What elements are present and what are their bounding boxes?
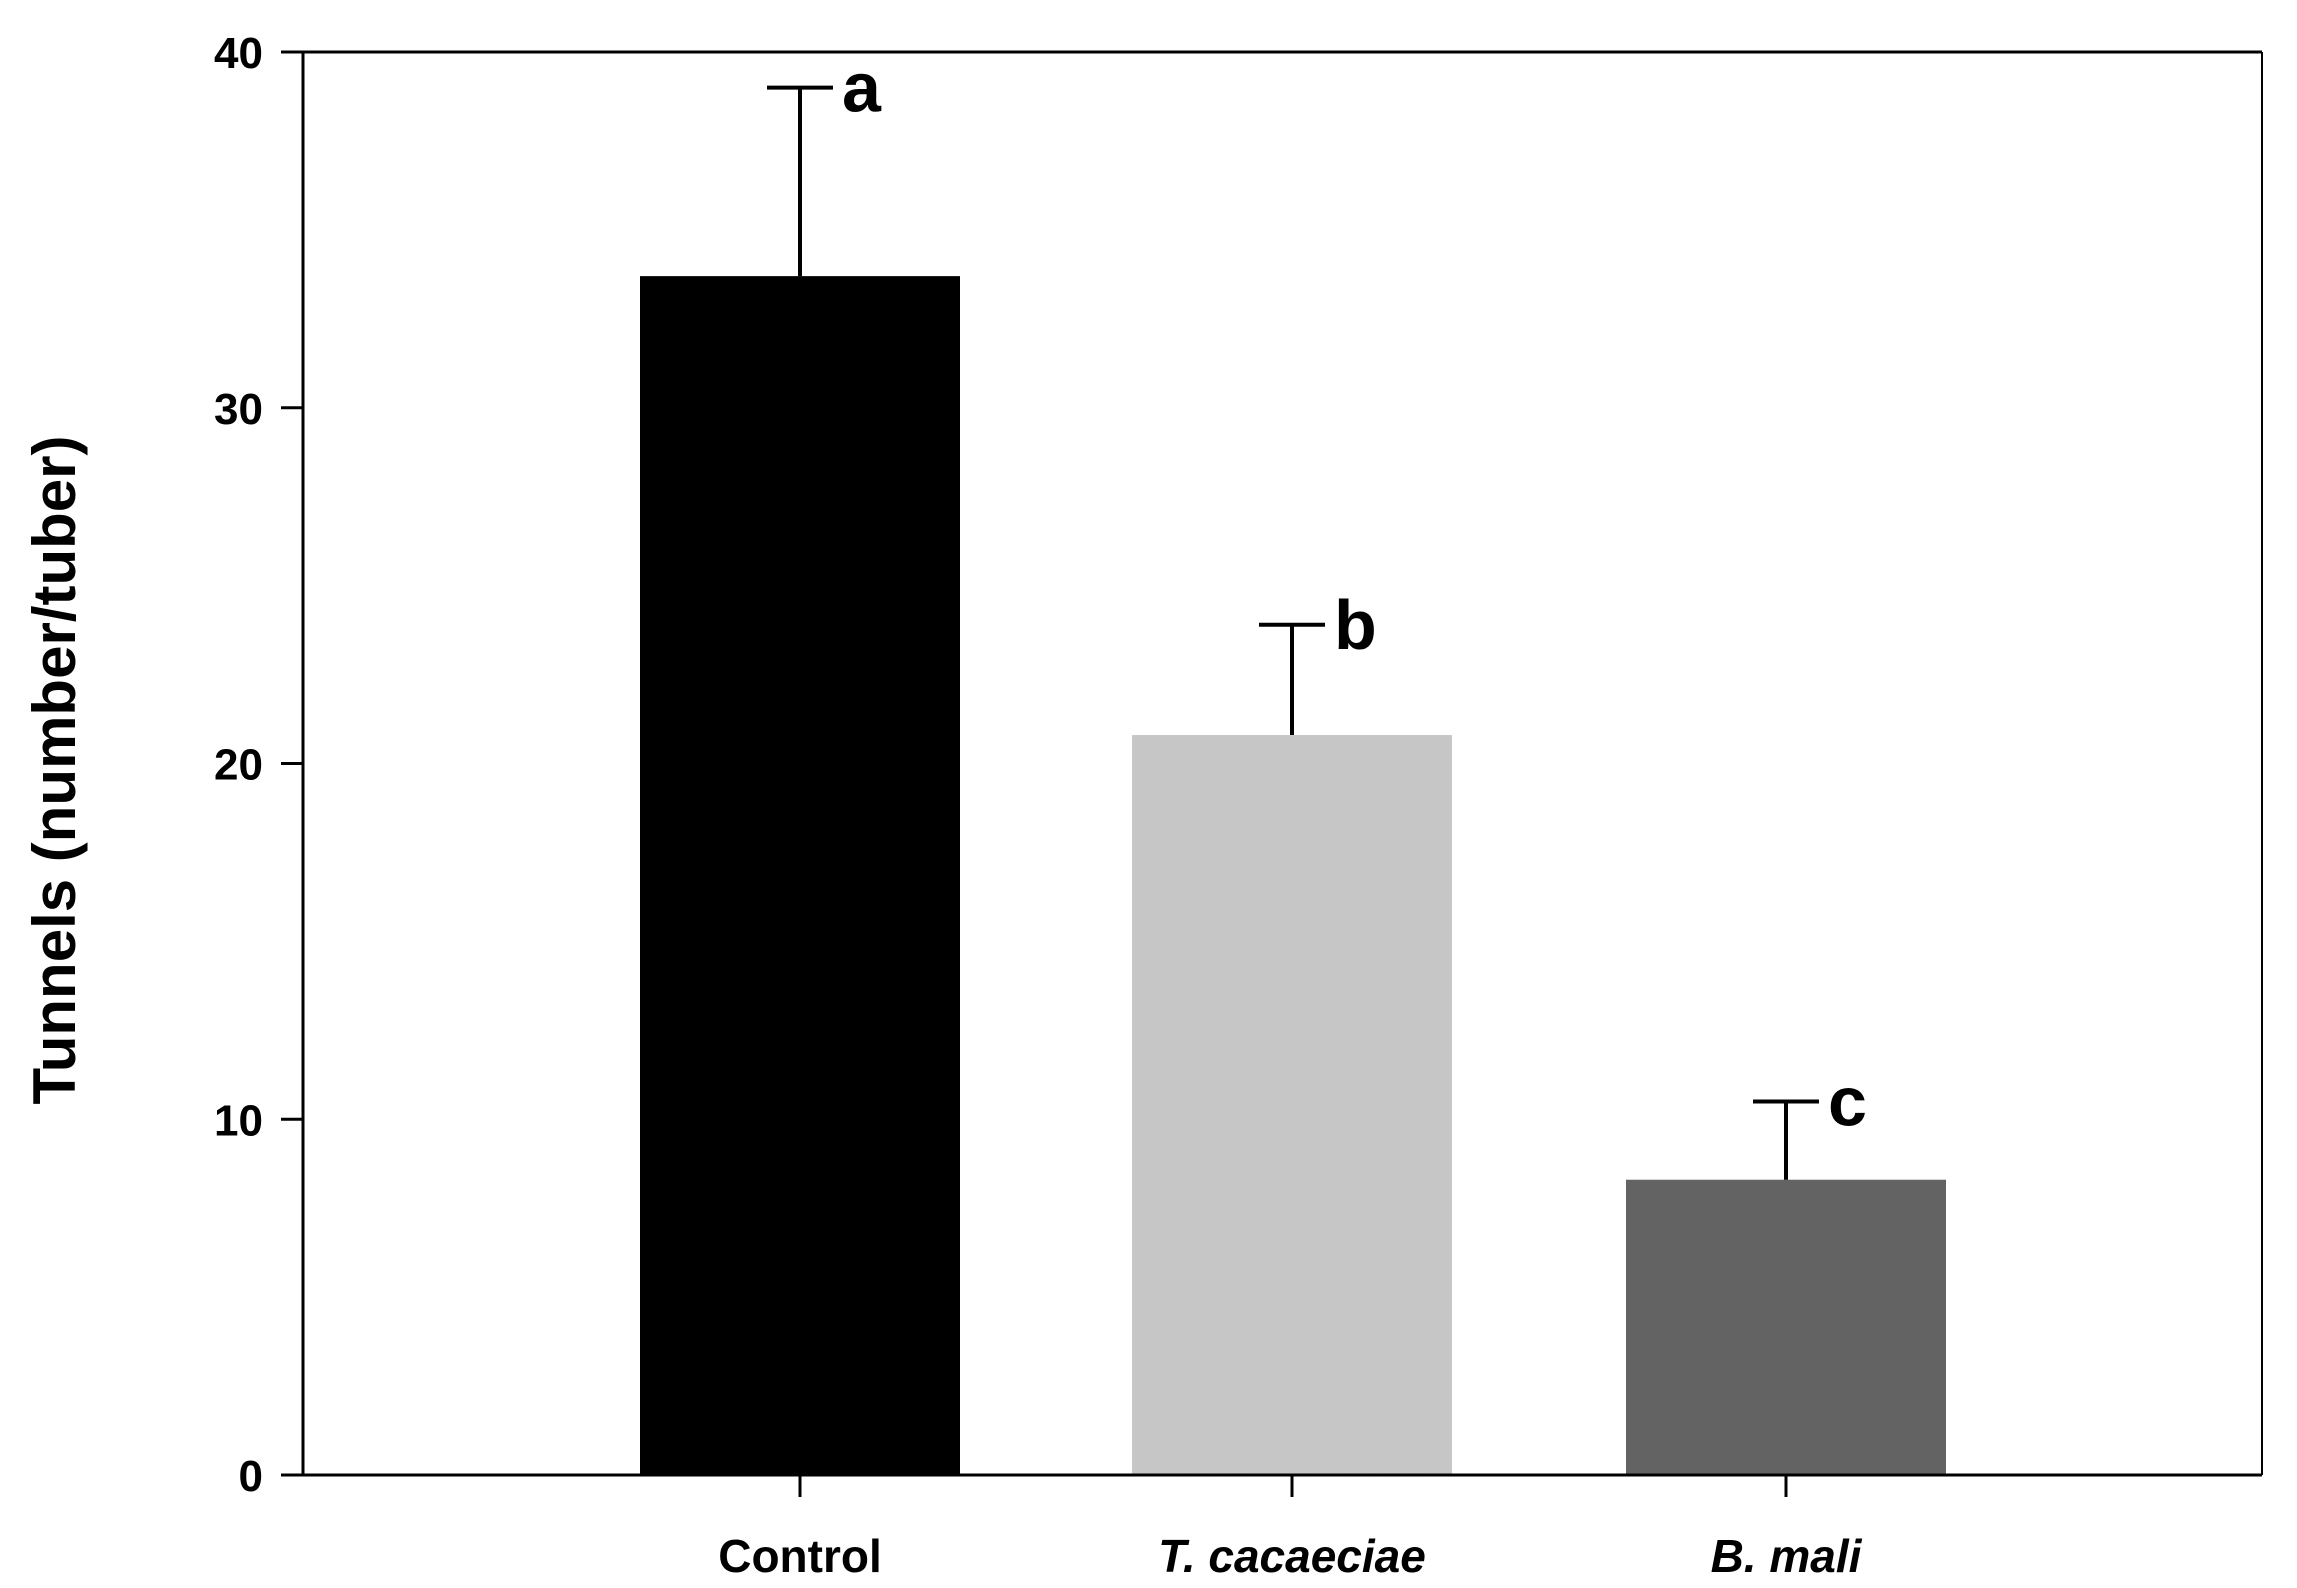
significance-letter: c [1828,1062,1867,1140]
x-tick-label: T. cacaeciae [1158,1530,1426,1582]
y-tick-label: 0 [239,1452,263,1501]
significance-letter: b [1334,586,1377,664]
y-tick-label: 20 [214,741,263,790]
y-axis: 0 10 20 30 40 [214,29,303,1501]
y-tick-label: 10 [214,1096,263,1145]
y-axis-title: Tunnels (number/tuber) [21,436,88,1105]
x-tick-label: B. mali [1711,1530,1863,1582]
x-tick-label: Control [718,1530,882,1582]
bars-layer [640,276,1946,1475]
bar-control [640,276,960,1475]
error-bars-layer: a b c [767,49,1867,1180]
significance-letter: a [842,49,882,127]
y-tick-label: 30 [214,385,263,434]
bar-t-cacaeciae [1132,735,1452,1475]
bar-b-mali [1626,1179,1946,1475]
y-tick-label: 40 [214,29,263,78]
x-axis: Control T. cacaeciae B. mali [718,1475,1863,1582]
